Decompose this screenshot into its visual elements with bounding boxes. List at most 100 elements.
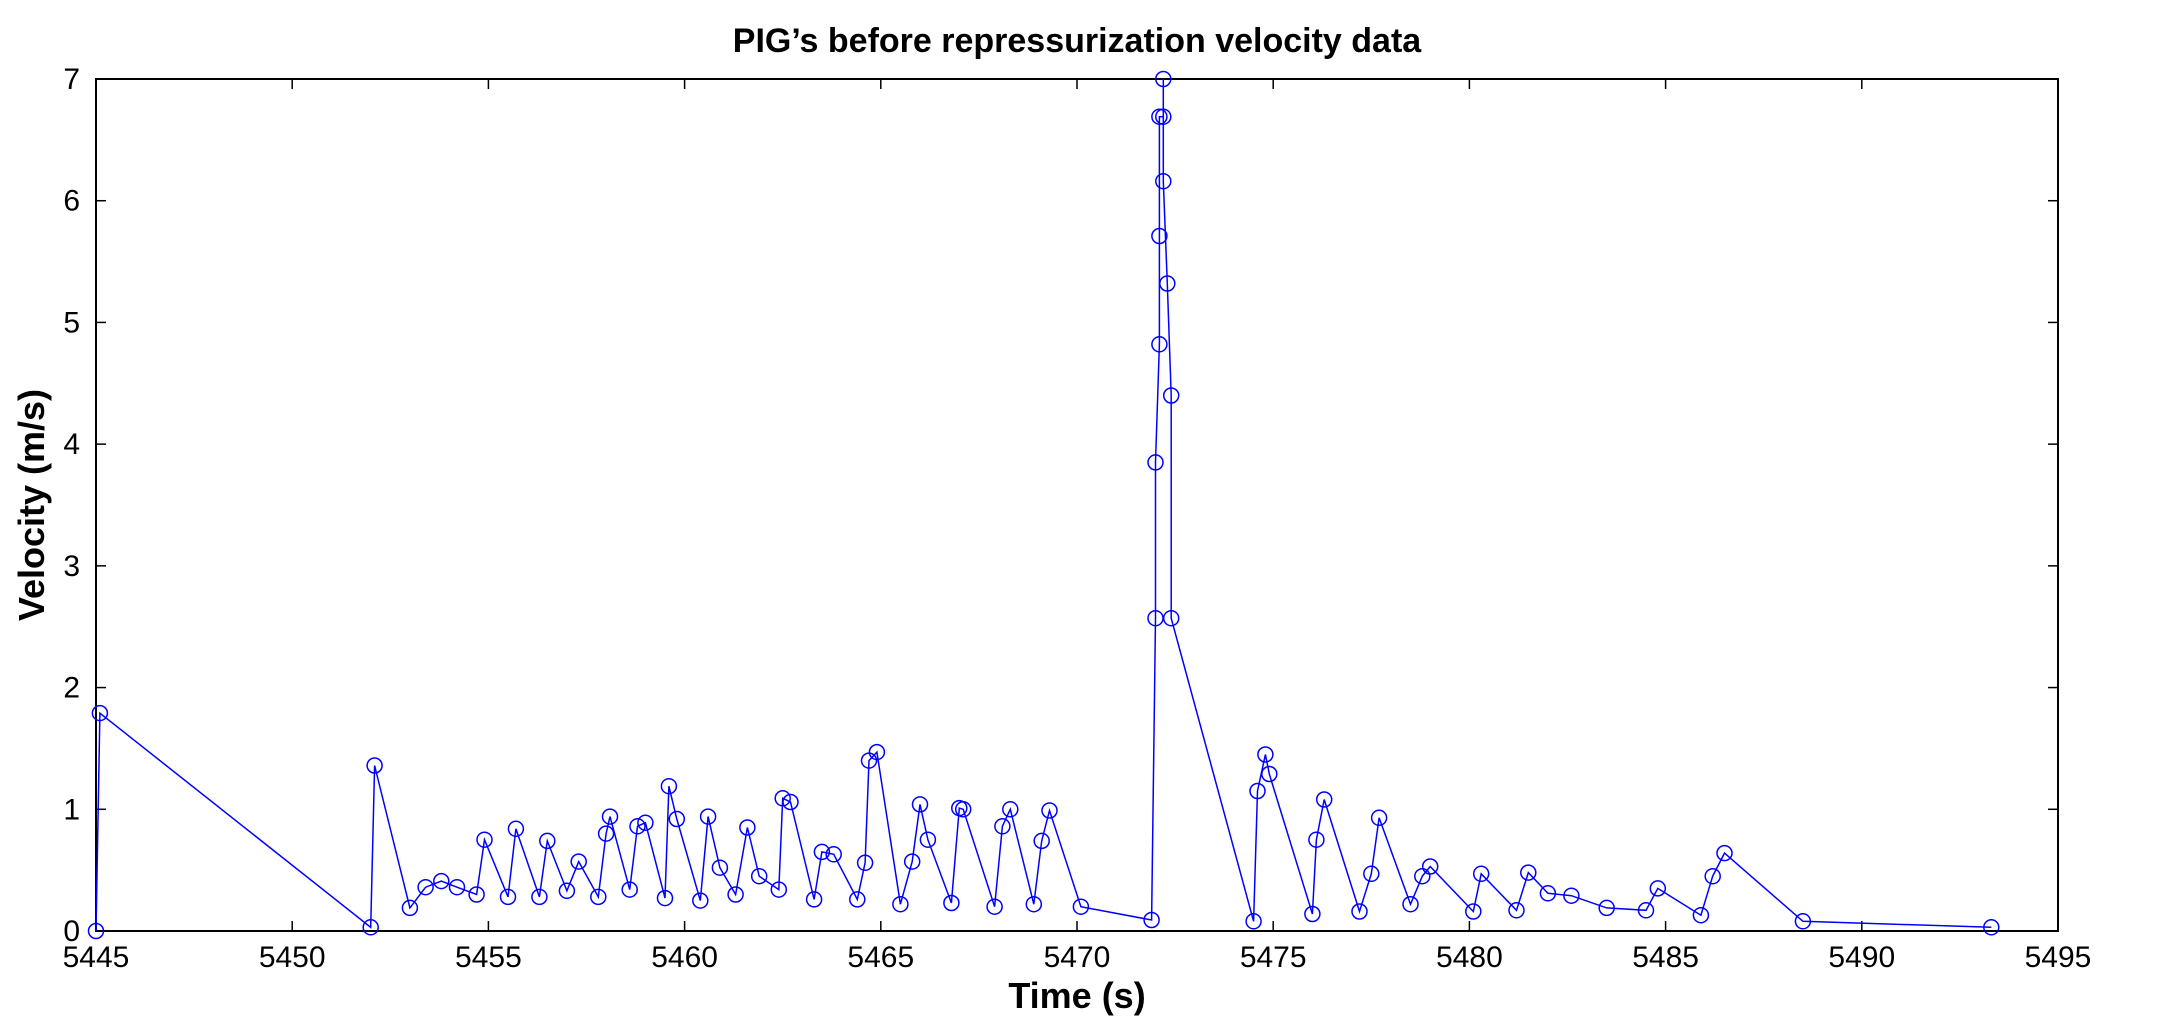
data-point — [954, 801, 972, 818]
data-point — [1072, 898, 1090, 915]
data-point — [1472, 865, 1490, 883]
data-point — [539, 832, 556, 850]
data-point — [558, 882, 576, 900]
data-point — [856, 854, 874, 872]
x-axis-ticks: 5445 5450 5455 5460 5465 5470 5475 5480 5485 5490… — [63, 79, 2092, 974]
data-point — [699, 808, 717, 825]
data-point — [1563, 887, 1580, 904]
data-point — [1249, 782, 1266, 800]
data-point — [448, 878, 466, 896]
data-point — [711, 859, 729, 876]
y-axis-label: Velocity (m/s) — [11, 389, 52, 621]
data-point — [601, 808, 619, 825]
y-tick-label: 4 — [63, 428, 80, 461]
data-point — [1794, 913, 1812, 930]
data-point — [401, 899, 419, 917]
data-point — [770, 881, 788, 898]
data-point — [660, 777, 678, 795]
data-point — [1598, 899, 1615, 917]
y-tick-label: 2 — [63, 672, 80, 705]
data-point — [1304, 905, 1321, 923]
data-point — [919, 831, 937, 848]
data-point — [911, 796, 929, 813]
data-point — [1315, 791, 1333, 808]
y-tick-label: 7 — [63, 63, 80, 96]
data-point — [1151, 227, 1168, 245]
data-point — [903, 853, 921, 870]
data-point — [499, 888, 517, 906]
data-point — [1402, 895, 1419, 913]
data-point — [87, 922, 105, 940]
data-point — [1162, 609, 1180, 627]
x-tick-label: 5450 — [259, 941, 326, 974]
data-point — [1041, 802, 1058, 819]
series-line — [95, 79, 1992, 932]
x-tick-label: 5490 — [1828, 941, 1895, 974]
data-point — [1370, 809, 1388, 827]
data-point — [692, 892, 709, 909]
data-point — [1539, 885, 1557, 902]
data-point — [1261, 765, 1278, 783]
data-point — [813, 843, 831, 861]
data-point — [1351, 903, 1368, 920]
data-point — [774, 790, 791, 807]
data-point — [668, 810, 686, 828]
data-point — [1245, 913, 1262, 930]
data-point — [433, 872, 450, 890]
data-point — [994, 818, 1011, 835]
data-point — [1637, 902, 1655, 919]
y-tick-label: 5 — [63, 306, 80, 339]
data-point — [750, 867, 768, 885]
data-point — [1143, 911, 1160, 929]
data-point — [629, 818, 646, 835]
data-point — [1716, 844, 1733, 862]
data-point — [1692, 906, 1710, 924]
data-point — [892, 895, 909, 913]
data-point — [507, 820, 525, 838]
x-tick-label: 5480 — [1436, 941, 1503, 974]
data-point — [531, 888, 548, 906]
data-point — [1025, 895, 1043, 913]
data-point — [417, 878, 434, 896]
data-point — [986, 898, 1003, 915]
data-point — [943, 894, 960, 912]
x-tick-label: 5445 — [63, 941, 130, 974]
data-point — [468, 886, 485, 903]
data-point — [1159, 275, 1176, 292]
data-point — [727, 886, 744, 903]
x-tick-label: 5475 — [1240, 941, 1307, 974]
data-point — [1257, 746, 1274, 763]
x-axis-label: Time (s) — [1008, 975, 1145, 1016]
x-tick-label: 5465 — [847, 941, 914, 974]
data-point — [1649, 880, 1667, 897]
y-tick-label: 3 — [63, 550, 80, 583]
data-point — [621, 881, 638, 898]
x-tick-label: 5495 — [2025, 941, 2092, 974]
data-point — [1151, 336, 1168, 353]
x-tick-label: 5485 — [1632, 941, 1699, 974]
data-point — [362, 919, 379, 936]
data-point — [1155, 70, 1172, 88]
y-axis-ticks: 0 1 2 3 4 5 6 7 — [63, 63, 2058, 948]
data-point — [805, 891, 823, 908]
data-point — [782, 793, 799, 811]
y-tick-label: 0 — [63, 915, 80, 948]
data-point — [1147, 454, 1164, 471]
data-point — [1308, 831, 1325, 848]
x-tick-label: 5470 — [1044, 941, 1111, 974]
data-point — [1983, 919, 2000, 936]
x-tick-label: 5455 — [455, 941, 522, 974]
data-point — [1520, 864, 1537, 881]
data-point — [1151, 108, 1168, 125]
data-point — [637, 814, 654, 831]
data-point — [597, 825, 615, 842]
data-point — [91, 704, 109, 722]
data-point — [476, 831, 493, 848]
data-point — [1465, 903, 1482, 920]
data-point — [825, 846, 842, 863]
data-point — [1162, 387, 1180, 404]
data-point — [1033, 832, 1050, 850]
